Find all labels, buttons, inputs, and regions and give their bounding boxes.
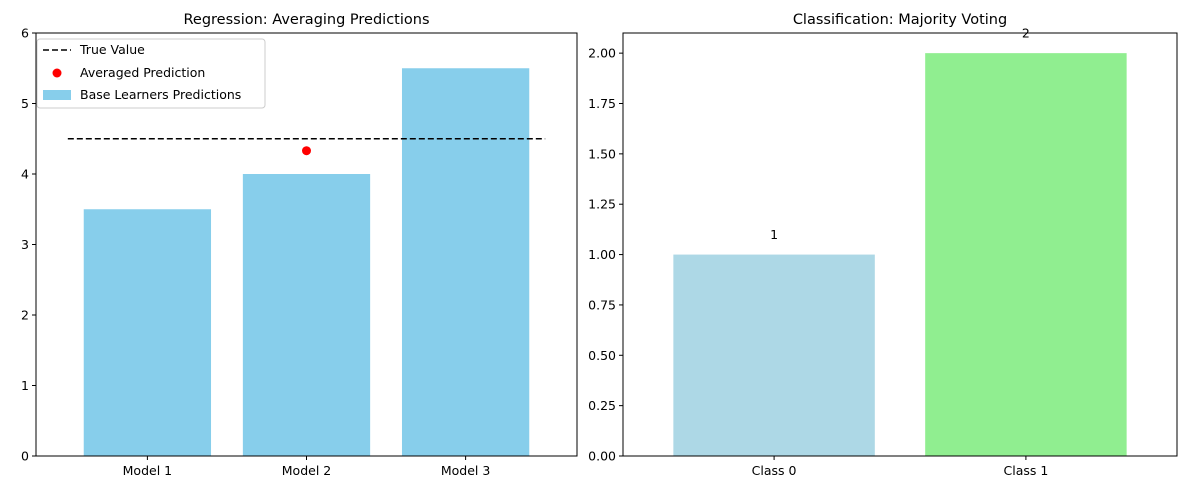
base-learners-legend-symbol: [43, 90, 71, 100]
x-tick-label: Class 0: [752, 463, 797, 478]
y-tick-label: 0.75: [588, 297, 616, 312]
bar-class-0: [673, 254, 875, 456]
legend: True Value Averaged Prediction Base Lear…: [36, 38, 266, 109]
y-tick-label: 6: [21, 26, 29, 41]
bar-model-2: [242, 174, 371, 456]
legend-label-base-learners: Base Learners Predictions: [80, 87, 241, 102]
bar-class-1: [925, 53, 1127, 457]
y-tick-label: 5: [21, 96, 29, 111]
bar-model-1: [83, 209, 212, 456]
y-tick-label: 1.75: [588, 96, 616, 111]
averaged-prediction-legend-symbol: [52, 68, 62, 78]
legend-label-averaged-prediction: Averaged Prediction: [80, 65, 205, 80]
chart-title: Regression: Averaging Predictions: [183, 12, 429, 28]
averaged-prediction-point: [302, 146, 311, 156]
y-tick-label: 0: [21, 449, 29, 464]
y-tick-label: 0.25: [588, 398, 616, 413]
chart-title: Classification: Majority Voting: [793, 12, 1007, 28]
x-tick-label: Model 3: [441, 463, 490, 478]
x-tick-label: Class 1: [1004, 463, 1049, 478]
y-tick-label: 2: [21, 308, 29, 323]
data-label: 1: [770, 227, 778, 242]
y-tick-label: 0.50: [588, 348, 616, 363]
y-tick-label: 3: [21, 237, 29, 252]
x-tick-label: Model 1: [123, 463, 172, 478]
bar-model-3: [401, 68, 530, 456]
y-tick-label: 1.00: [588, 247, 616, 262]
x-tick-label: Model 2: [282, 463, 331, 478]
y-tick-label: 0.00: [588, 449, 616, 464]
classification-chart: Classification: Majority Voting 12 0.000…: [588, 12, 1178, 478]
legend-box: [36, 38, 266, 109]
regression-chart: Regression: Averaging Predictions 0 1 2 3 4 5…: [21, 12, 578, 478]
y-tick-label: 1.50: [588, 146, 616, 161]
plot-frame: [622, 32, 1178, 457]
y-tick-label: 2.00: [588, 46, 616, 61]
legend-label-true-value: True Value: [79, 42, 145, 57]
y-tick-label: 4: [21, 167, 29, 182]
y-tick-label: 1: [21, 378, 29, 393]
y-tick-label: 1.25: [588, 197, 616, 212]
